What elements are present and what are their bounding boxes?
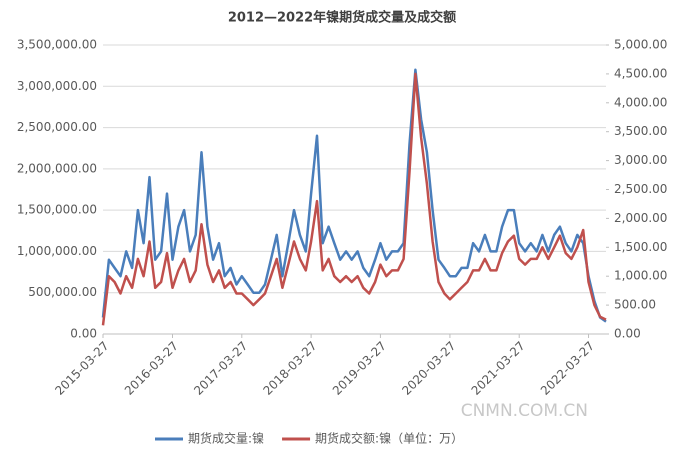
y-tick-label: 0.00 bbox=[70, 327, 97, 341]
y2-tick-label: 5,000.00 bbox=[614, 38, 667, 52]
x-tick-label: 2019-03-27 bbox=[330, 339, 389, 398]
y-tick-label: 3,000,000.00 bbox=[17, 79, 97, 93]
watermark: CNMN.COM.CN bbox=[461, 401, 588, 421]
y2-tick-label: 0.00 bbox=[614, 327, 641, 341]
y2-tick-label: 4,500.00 bbox=[614, 66, 667, 80]
x-tick-label: 2018-03-27 bbox=[260, 339, 319, 398]
y2-tick-label: 4,000.00 bbox=[614, 95, 667, 109]
x-tick-label: 2017-03-27 bbox=[191, 339, 250, 398]
y-tick-label: 500,000.00 bbox=[28, 285, 97, 299]
y2-tick-label: 2,500.00 bbox=[614, 182, 667, 196]
x-tick-label: 2022-03-27 bbox=[538, 339, 597, 398]
series-line bbox=[101, 72, 607, 326]
y-tick-label: 1,500,000.00 bbox=[17, 203, 97, 217]
legend-label: 期货成交量:镍 bbox=[188, 431, 264, 446]
x-tick-label: 2016-03-27 bbox=[122, 339, 181, 398]
y-tick-label: 2,500,000.00 bbox=[17, 120, 97, 134]
y2-tick-label: 3,000.00 bbox=[614, 153, 667, 167]
x-tick-label: 2015-03-27 bbox=[52, 339, 111, 398]
legend-label: 期货成交额:镍（单位：万） bbox=[315, 431, 463, 446]
x-tick-label: 2021-03-27 bbox=[469, 339, 528, 398]
y2-tick-label: 2,000.00 bbox=[614, 211, 667, 225]
y-tick-label: 2,000,000.00 bbox=[17, 161, 97, 175]
chart-title: 2012—2022年镍期货成交量及成交额 bbox=[228, 10, 456, 26]
series-line bbox=[101, 68, 607, 323]
y2-tick-label: 500.00 bbox=[614, 298, 656, 312]
y-tick-label: 3,500,000.00 bbox=[17, 38, 97, 52]
y2-tick-label: 1,000.00 bbox=[614, 269, 667, 283]
y2-tick-label: 3,500.00 bbox=[614, 124, 667, 138]
y2-tick-label: 1,500.00 bbox=[614, 240, 667, 254]
y-tick-label: 1,000,000.00 bbox=[17, 244, 97, 258]
x-tick-label: 2020-03-27 bbox=[399, 339, 458, 398]
